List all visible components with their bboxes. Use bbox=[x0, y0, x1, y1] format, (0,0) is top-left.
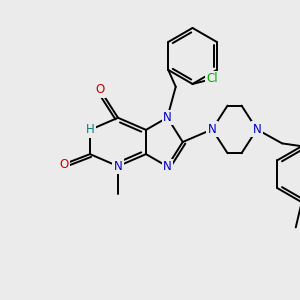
Text: H: H bbox=[85, 123, 94, 136]
Text: N: N bbox=[114, 160, 122, 173]
Text: N: N bbox=[253, 123, 261, 136]
Text: N: N bbox=[163, 111, 172, 124]
Text: Cl: Cl bbox=[207, 73, 218, 85]
Text: N: N bbox=[163, 160, 172, 173]
Text: O: O bbox=[95, 83, 105, 96]
Text: O: O bbox=[59, 158, 69, 171]
Text: N: N bbox=[208, 123, 217, 136]
